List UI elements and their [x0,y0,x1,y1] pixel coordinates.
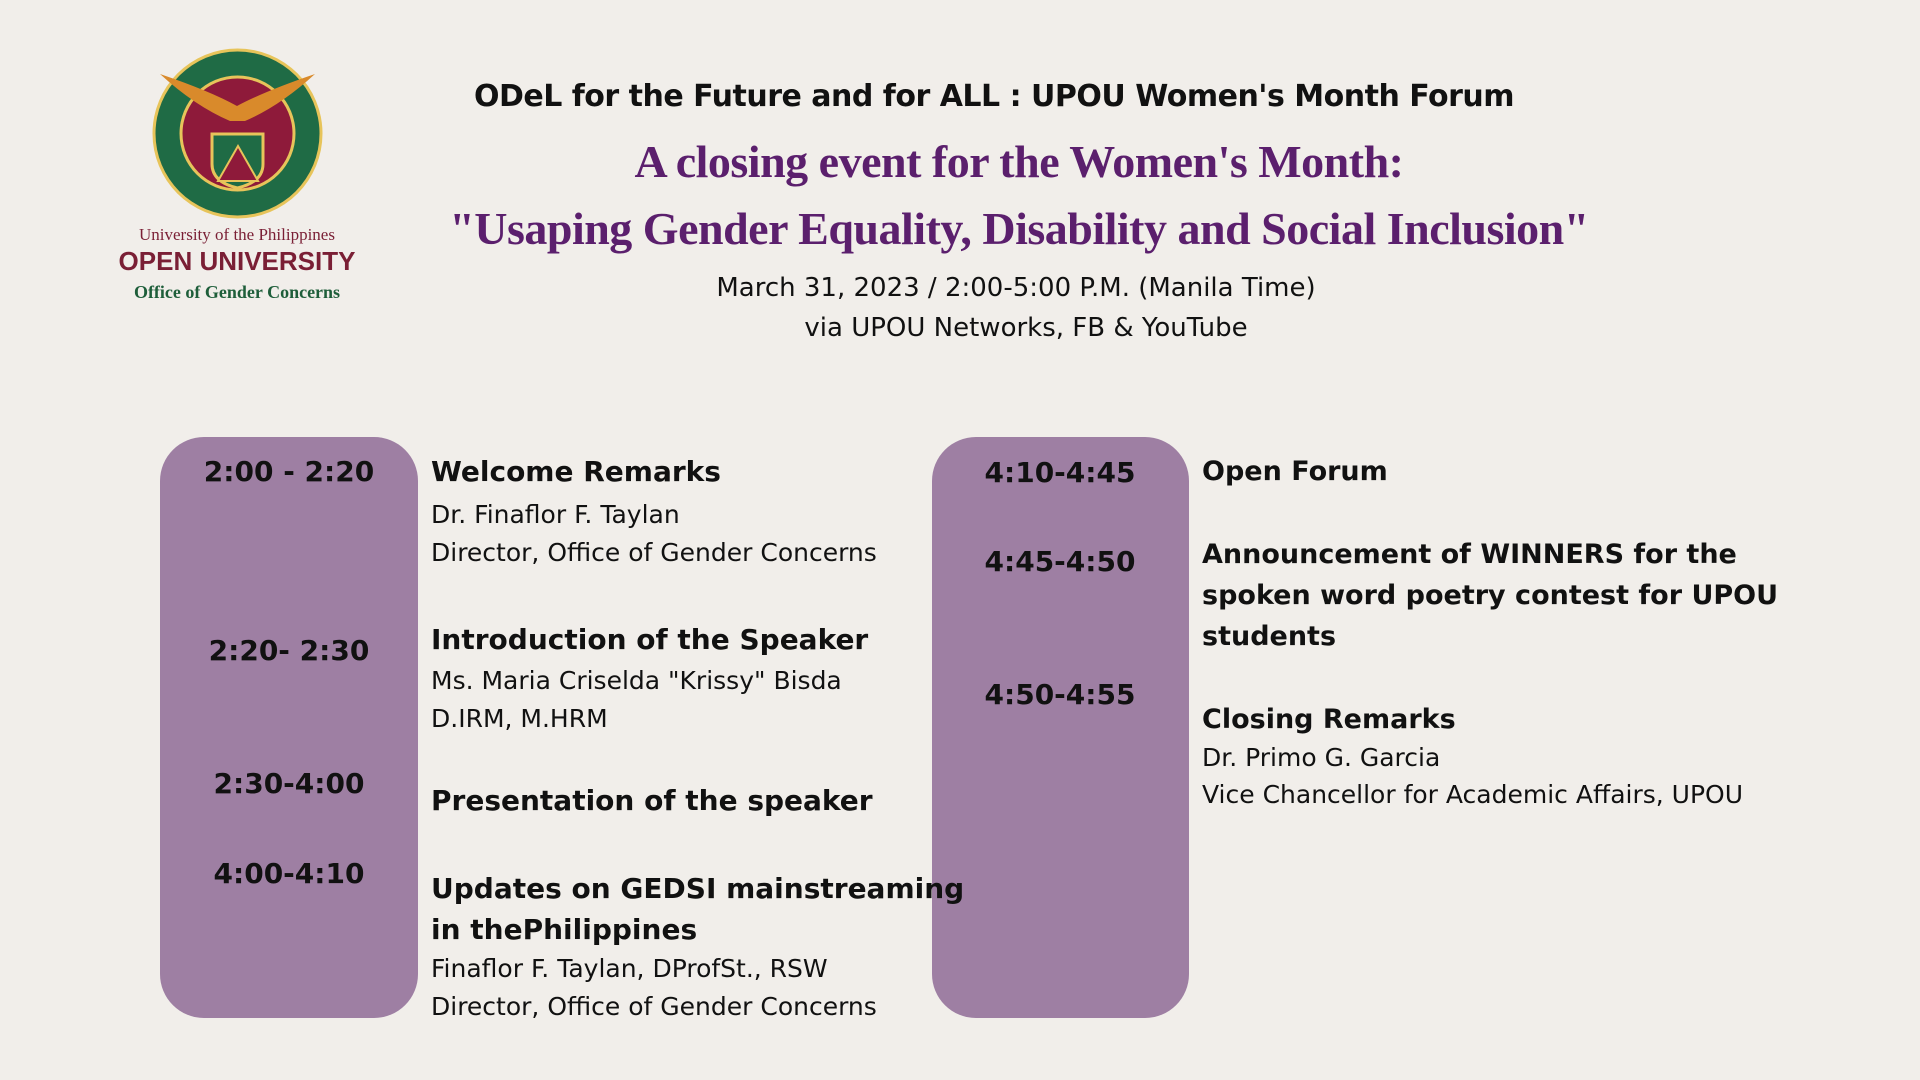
agenda-title: in thePhilippines [431,913,698,946]
agenda-detail: Vice Chancellor for Academic Affairs, UP… [1202,780,1744,809]
logo-open-university: OPEN UNIVERSITY [118,246,356,276]
agenda-title: Introduction of the Speaker [431,623,869,656]
agenda-detail: D.IRM, M.HRM [431,704,608,733]
time-slot: 4:10-4:45 [984,456,1136,489]
agenda-detail: Director, Office of Gender Concerns [431,992,877,1021]
agenda-detail: Dr. Finaflor F. Taylan [431,500,680,529]
agenda-title: Welcome Remarks [431,455,721,488]
time-slot: 4:50-4:55 [984,678,1136,711]
time-column-right [932,437,1189,1018]
time-slot: 4:00-4:10 [213,857,365,890]
event-title-line1: A closing event for the Women's Month: [634,136,1404,187]
agenda-title: Updates on GEDSI mainstreaming [431,872,965,905]
time-slot: 2:00 - 2:20 [203,455,375,488]
time-slot: 2:30-4:00 [213,767,365,800]
time-slot: 2:20- 2:30 [208,634,370,667]
agenda-title: students [1202,621,1337,652]
logo-office: Office of Gender Concerns [133,282,341,302]
time-column-left [160,437,418,1018]
up-seal-logo [150,46,325,221]
logo-university-name: University of the Philippines [139,225,335,244]
agenda-detail: Dr. Primo G. Garcia [1202,743,1441,772]
event-date: March 31, 2023 / 2:00-5:00 P.M. (Manila … [716,273,1316,303]
agenda-title: Closing Remarks [1202,704,1456,735]
event-venue: via UPOU Networks, FB & YouTube [804,313,1248,343]
agenda-detail: Director, Office of Gender Concerns [431,538,877,567]
agenda-title: Announcement of WINNERS for the [1202,539,1737,570]
agenda-title: Open Forum [1202,456,1388,487]
agenda-title: spoken word poetry contest for UPOU [1202,580,1779,611]
agenda-detail: Finaflor F. Taylan, DProfSt., RSW [431,954,828,983]
agenda-title: Presentation of the speaker [431,784,873,817]
agenda-detail: Ms. Maria Criselda "Krissy" Bisda [431,666,842,695]
event-kicker: ODeL for the Future and for ALL : UPOU W… [473,79,1515,114]
time-slot: 4:45-4:50 [984,545,1136,578]
seal-icon [152,48,323,219]
event-title-line2: "Usaping Gender Equality, Disability and… [449,203,1589,254]
